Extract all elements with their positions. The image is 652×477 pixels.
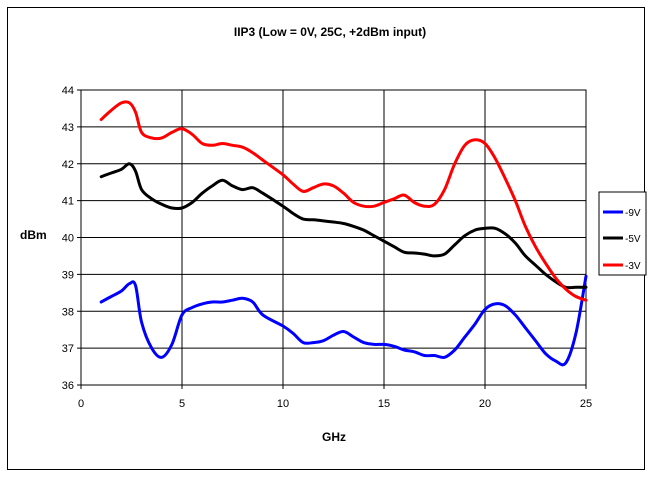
legend-label-neg5v: -5V xyxy=(625,234,641,245)
y-tick-label: 43 xyxy=(62,122,74,134)
legend-items: -9V -5V -3V xyxy=(603,208,641,272)
series-line-neg5v xyxy=(99,162,588,290)
legend: -9V -5V -3V xyxy=(598,191,647,276)
series-line-neg3v xyxy=(99,100,588,302)
y-tick-label: 37 xyxy=(62,343,74,355)
series-lines xyxy=(99,100,588,367)
x-tick-label: 25 xyxy=(580,398,592,410)
x-tick-labels: 0 5 10 15 20 25 xyxy=(78,398,592,410)
y-tick-labels: 36 37 38 39 40 41 42 43 44 xyxy=(62,85,74,392)
y-tick-label: 42 xyxy=(62,159,74,171)
y-axis-label: dBm xyxy=(20,228,47,242)
x-tick-label: 20 xyxy=(479,398,491,410)
y-tick-label: 36 xyxy=(62,380,74,392)
y-tick-label: 41 xyxy=(62,196,74,208)
legend-box xyxy=(598,191,647,276)
y-tick-label: 44 xyxy=(62,85,74,97)
x-tick-label: 0 xyxy=(78,398,84,410)
x-tick-label: 5 xyxy=(179,398,185,410)
x-axis-label: GHz xyxy=(322,430,346,444)
y-tick-label: 39 xyxy=(62,269,74,281)
y-tick-label: 38 xyxy=(62,306,74,318)
x-tick-label: 15 xyxy=(378,398,390,410)
legend-label-neg3v: -3V xyxy=(625,261,641,272)
series-line-neg9v xyxy=(99,274,588,367)
x-tick-label: 10 xyxy=(277,398,289,410)
y-tick-label: 40 xyxy=(62,233,74,245)
legend-label-neg9v: -9V xyxy=(625,208,641,219)
gridlines xyxy=(77,89,587,389)
chart-title: IIP3 (Low = 0V, 25C, +2dBm input) xyxy=(234,25,426,39)
